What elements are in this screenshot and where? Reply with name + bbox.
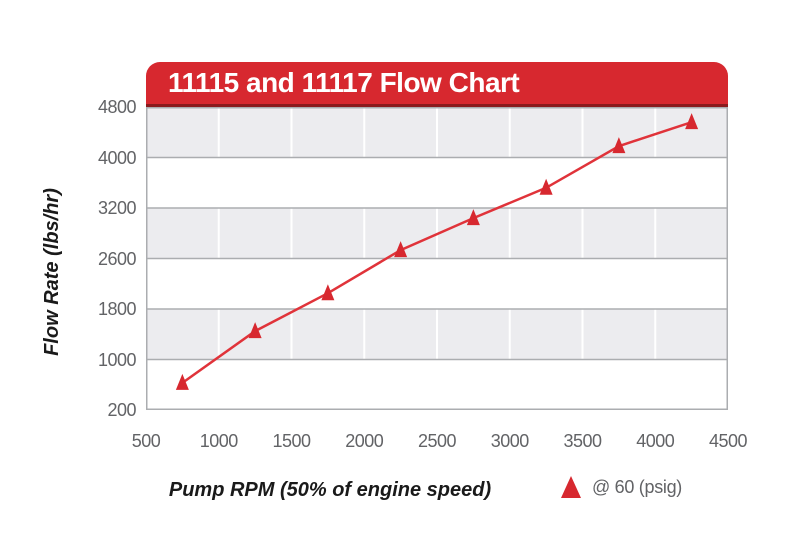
data-point-marker (612, 137, 626, 154)
data-point-marker (394, 241, 408, 258)
x-tick-label: 1000 (199, 431, 239, 451)
chart-title: 11115 and 11117 Flow Chart (168, 67, 520, 98)
legend: @ 60 (psig) (560, 474, 682, 500)
y-tick-label: 4800 (97, 97, 137, 117)
y-tick-label: 1800 (97, 299, 137, 319)
x-tick-label: 2000 (345, 431, 384, 451)
y-tick-label: 1000 (97, 349, 137, 370)
data-point-marker (685, 113, 699, 130)
x-tick-label: 3000 (490, 431, 530, 451)
series-line (181, 120, 693, 384)
data-point-marker (248, 322, 262, 339)
x-tick-label: 1500 (272, 431, 311, 451)
plot-border (146, 107, 728, 410)
y-tick-label: 4000 (97, 147, 137, 168)
legend-label: @ 60 (psig) (592, 476, 683, 497)
data-point-marker (321, 284, 335, 301)
x-tick-label: 4000 (636, 431, 675, 451)
x-tick-label: 3500 (563, 431, 602, 451)
y-tick-label: 2600 (97, 248, 137, 269)
data-point-marker (175, 373, 189, 390)
x-tick-label: 4500 (708, 431, 748, 451)
y-tick-label: 3200 (97, 198, 137, 218)
chart-title-banner: 11115 and 11117 Flow Chart (146, 62, 728, 107)
plot-area (146, 107, 728, 410)
x-tick-label: 500 (131, 431, 161, 451)
data-point-marker (466, 209, 480, 226)
triangle-marker-icon (561, 476, 581, 498)
x-axis-title: Pump RPM (50% of engine speed) (168, 479, 492, 501)
y-tick-label: 200 (107, 400, 136, 420)
data-point-marker (539, 178, 553, 195)
x-tick-label: 2500 (417, 431, 457, 451)
